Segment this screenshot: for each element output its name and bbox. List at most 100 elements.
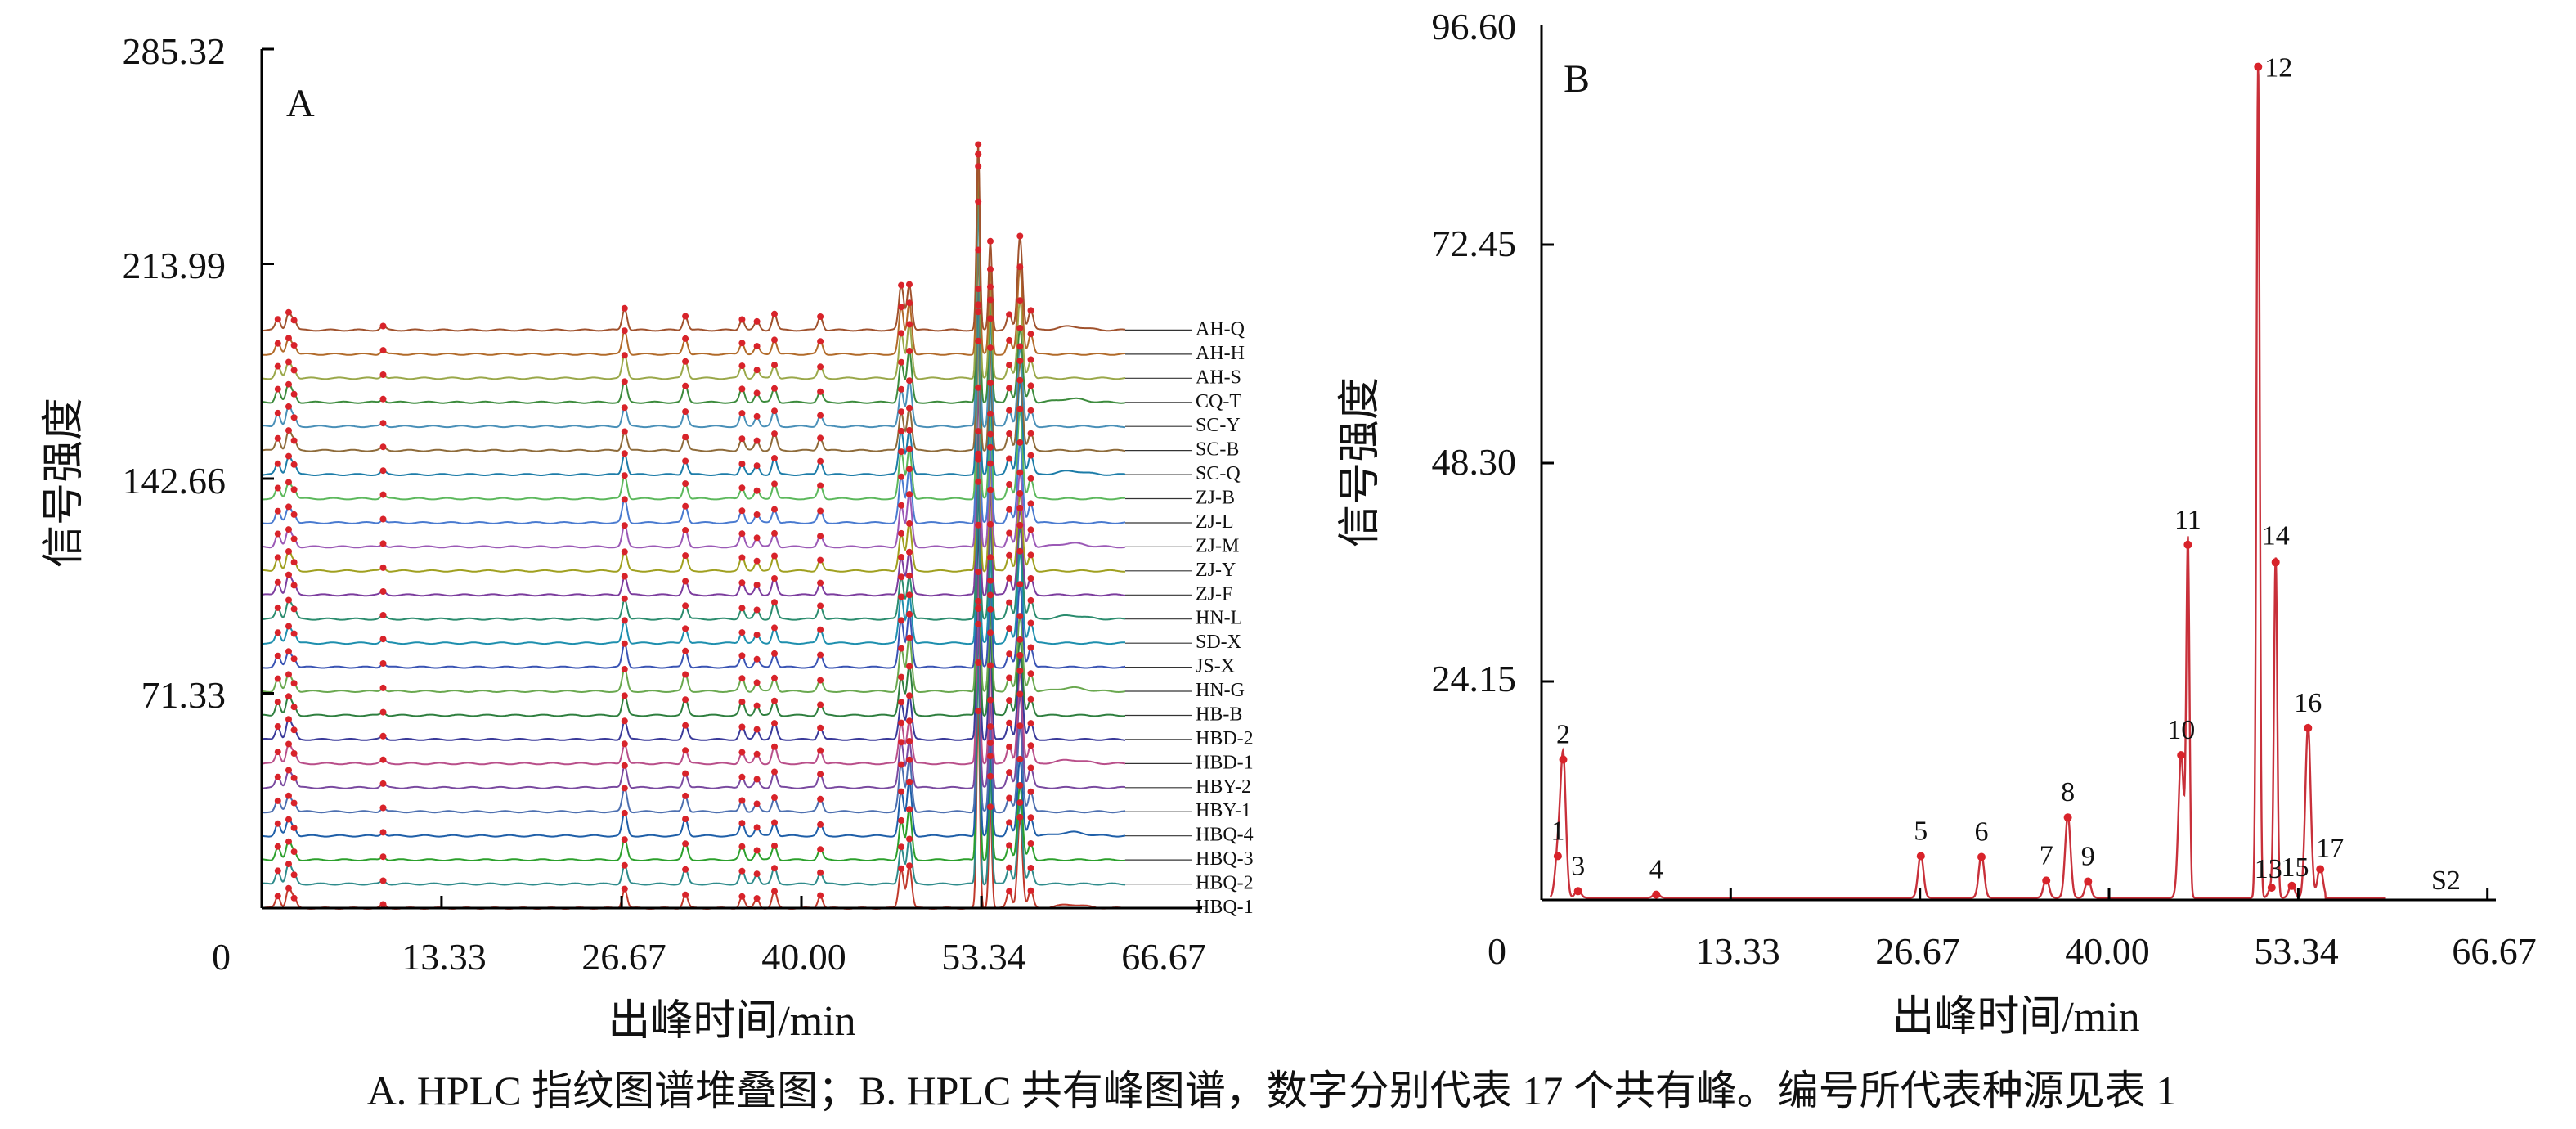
peak-marker [285, 792, 292, 799]
peak-marker [379, 443, 387, 451]
peak-marker [1016, 358, 1024, 365]
peak-marker [738, 316, 746, 323]
peak-marker [1027, 407, 1034, 414]
peak-marker [753, 702, 761, 709]
peak-marker [771, 599, 778, 606]
chromatogram-line-hbq-4 [263, 609, 1126, 838]
peak-marker [771, 865, 778, 872]
peak-marker [738, 867, 746, 875]
peak-label-8: 8 [2061, 777, 2075, 807]
peak-marker [987, 283, 994, 290]
peak-marker [682, 891, 689, 898]
peak-marker [975, 246, 982, 254]
peak-marker [1016, 343, 1024, 350]
peak-marker [738, 749, 746, 756]
peak-marker [621, 617, 628, 624]
peak-marker [379, 491, 387, 498]
peak-marker [682, 457, 689, 465]
peak-marker [379, 853, 387, 861]
peak-marker [290, 750, 298, 757]
peak-marker [1016, 490, 1024, 497]
peak-marker [290, 414, 298, 421]
peak-marker [1027, 887, 1034, 894]
peak-marker [1027, 452, 1034, 459]
peak-marker [1016, 325, 1024, 331]
peak-marker [906, 591, 913, 599]
peak-marker [975, 384, 982, 391]
peak-marker-9 [2084, 877, 2093, 886]
panel-a-x-tick-label: 0 [212, 936, 231, 978]
peak-marker [1006, 336, 1013, 344]
peak-marker [290, 559, 298, 566]
peak-marker [898, 593, 905, 600]
chromatogram-line-sc-b [263, 249, 1126, 452]
peak-marker [753, 824, 761, 831]
peak-marker [285, 716, 292, 723]
series-label-sd-x: SD-X [1196, 632, 1241, 653]
peak-marker [274, 820, 281, 827]
peak-marker [817, 338, 824, 345]
peak-marker [379, 756, 387, 763]
peak-marker [621, 785, 628, 792]
peak-marker [274, 723, 281, 730]
peak-marker [1016, 263, 1024, 271]
peak-marker [987, 520, 994, 528]
panel-b-y-tick-marks [1542, 243, 1554, 683]
peak-marker [771, 407, 778, 415]
peak-marker [682, 552, 689, 560]
peak-marker [817, 482, 824, 489]
peak-marker [753, 750, 761, 758]
peak-marker [898, 617, 905, 624]
peak-marker [898, 739, 905, 746]
peak-marker [898, 358, 905, 366]
series-label-hn-l: HN-L [1196, 608, 1242, 629]
peak-marker [379, 901, 387, 908]
peak-marker [285, 884, 292, 892]
peak-marker [987, 554, 994, 561]
peak-marker [290, 486, 298, 493]
peak-marker [274, 484, 281, 492]
peak-marker [1016, 799, 1024, 807]
peak-marker [975, 301, 982, 308]
panel-a-x-tick-marks [260, 896, 983, 908]
peak-marker [738, 629, 746, 636]
peak-marker [1016, 636, 1024, 643]
chromatogram-line-zj-b [263, 304, 1125, 501]
peak-marker [975, 478, 982, 485]
peak-marker [817, 677, 824, 684]
peak-marker [1006, 506, 1013, 513]
peak-marker [975, 620, 982, 627]
peak-marker [753, 679, 761, 686]
peak-marker [817, 363, 824, 371]
peak-marker [771, 819, 778, 826]
peak-marker [898, 385, 905, 393]
peak-marker [682, 358, 689, 365]
peak-marker [290, 605, 298, 613]
peak-marker [379, 467, 387, 475]
peak-marker [906, 806, 913, 813]
peak-marker [379, 540, 387, 547]
peak-marker [738, 410, 746, 417]
peak-marker [987, 344, 994, 352]
peak-marker-12 [2254, 62, 2263, 71]
peak-marker [379, 684, 387, 691]
peak-marker [1027, 430, 1034, 437]
peak-marker [898, 427, 905, 434]
chromatogram-line-sc-y [263, 201, 1125, 429]
peak-marker [1027, 475, 1034, 482]
peak-marker [771, 430, 778, 438]
peak-marker [817, 771, 824, 778]
peak-marker [898, 408, 905, 416]
peak-marker [987, 772, 994, 780]
peak-marker [987, 460, 994, 467]
peak-label-15: 15 [2282, 852, 2309, 883]
peak-marker [285, 452, 292, 460]
peak-marker [285, 380, 292, 388]
series-label-sc-y: SC-Y [1196, 415, 1241, 436]
chromatogram-line-hbq-2 [263, 662, 1126, 886]
chromatogram-line-hn-g [263, 460, 1126, 694]
peak-marker-13 [2267, 884, 2276, 892]
peak-marker [817, 821, 824, 828]
peak-marker [1016, 722, 1024, 730]
peak-marker [682, 696, 689, 704]
